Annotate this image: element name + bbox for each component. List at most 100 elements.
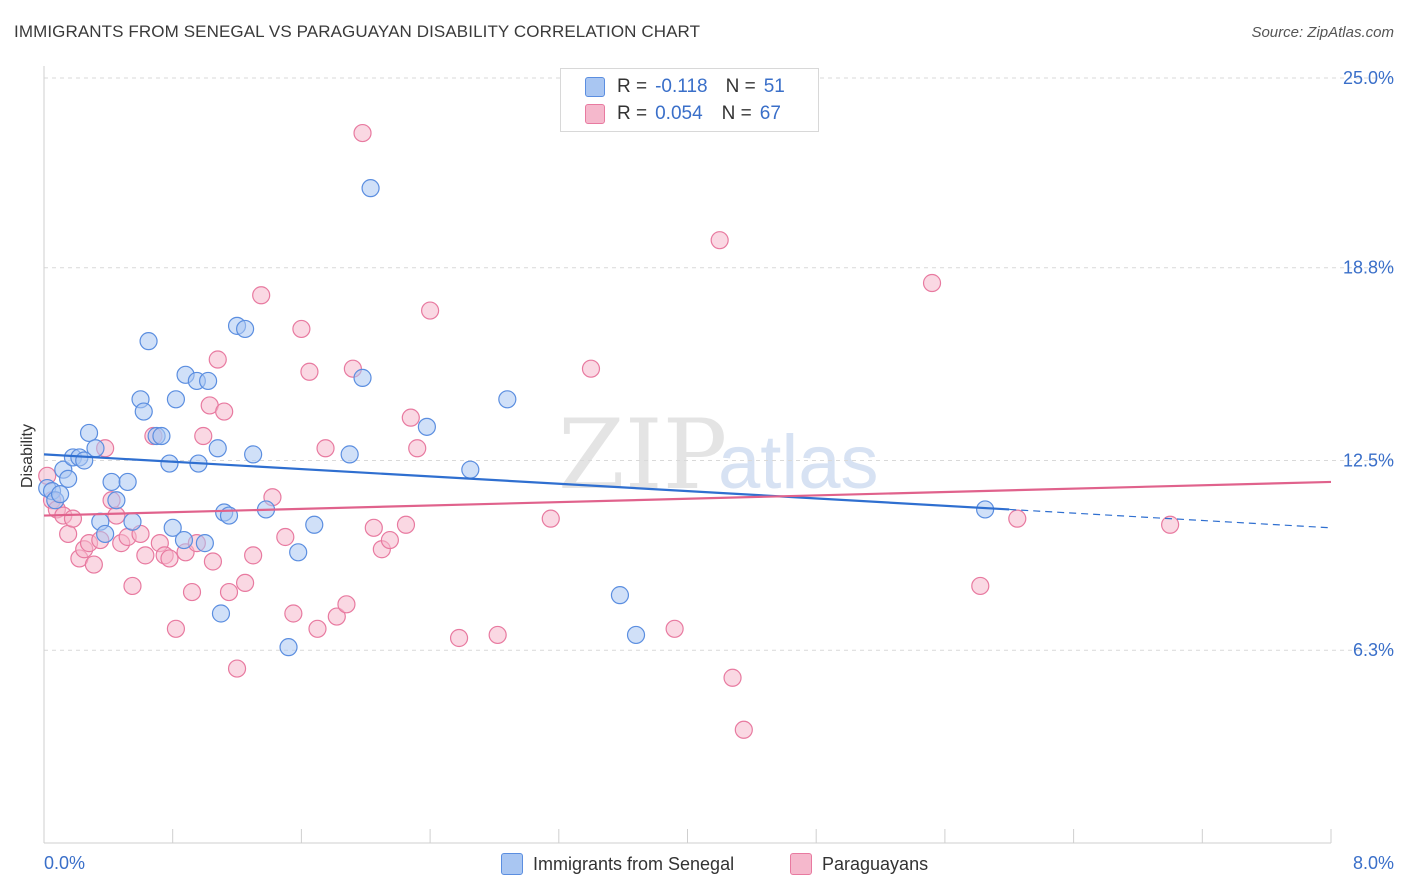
senegal-point [340,445,359,464]
paraguayans-point [337,595,356,614]
senegal-point [160,454,179,473]
paraguayans-point [284,604,303,623]
senegal-point [96,524,115,544]
y-tick-labels: 6.3% 12.5% 18.8% 25.0% [1343,68,1394,660]
paraguayans-point [63,509,83,528]
senegal-point [152,426,171,446]
senegal-point [118,472,137,492]
legend-r-value-senegal: -0.118 [655,76,708,97]
paraguayans-point [235,573,255,593]
x-tick-label-min: 0.0% [44,853,85,873]
senegal-point [75,451,94,470]
paraguayans-point [488,625,507,645]
senegal-point [361,179,380,198]
watermark-atlas: atlas [718,420,879,505]
paraguayans-point [401,408,420,427]
grid [44,77,1394,651]
paraguayans-point [364,518,383,537]
paraguayans-trend-line [43,480,1332,517]
paraguayans-point [308,619,327,638]
paraguayans-points [38,123,1180,739]
paraguayans-point [194,426,213,446]
bottom-legend-swatch-paraguayans [790,853,812,875]
paraguayans-point [136,546,155,565]
senegal-points [38,179,995,657]
legend-row-senegal: R = -0.118 N = 51 [585,75,785,99]
x-ticks [43,829,1332,843]
senegal-point [461,460,480,479]
paraguayans-point [734,720,753,739]
legend-r-value-paraguayans: 0.054 [655,103,703,124]
paraguayans-point [84,555,103,574]
senegal-point [139,332,158,351]
y-tick-label: 18.8% [1343,258,1394,278]
paraguayans-point [1008,509,1027,528]
senegal-point [353,368,372,387]
bottom-legend-label-senegal: Immigrants from Senegal [533,853,735,874]
legend-row-paraguayans: R = 0.054 N = 67 [585,102,781,126]
senegal-point [50,485,70,504]
paraguayans-point [971,576,990,596]
paraguayans-point [421,301,440,320]
paraguayans-point [710,231,729,250]
trend-lines [43,453,1332,529]
paraguayans-point [922,273,942,293]
paraguayans-point [160,549,179,568]
x-tick-label-max: 8.0% [1353,853,1394,873]
senegal-point [211,604,231,623]
paraguayans-point [276,527,295,547]
paraguayans-point [316,439,335,458]
legend-swatch-paraguayans [585,104,605,124]
legend-n-label: N = [721,103,752,124]
paraguayans-point [396,515,416,534]
senegal-point [626,625,646,645]
senegal-point [289,543,308,562]
y-tick-label: 6.3% [1353,640,1394,660]
senegal-trend-line [43,453,1010,511]
bottom-legend-label-paraguayans: Paraguayans [822,853,929,874]
paraguayans-point [227,659,247,678]
paraguayans-point [1161,515,1180,534]
senegal-point [163,518,182,537]
senegal-point [107,491,126,510]
senegal-point [610,586,630,605]
senegal-point [235,319,255,339]
senegal-point [79,423,99,443]
senegal-point [208,439,227,458]
bottom-legend-senegal: Immigrants from Senegal [501,851,734,877]
paraguayans-point [449,628,469,648]
senegal-point [305,515,324,534]
senegal-point [198,371,218,391]
paraguayans-point [353,123,372,143]
senegal-trend-extension [1009,508,1332,529]
bottom-legend-swatch-senegal [501,853,523,875]
source-label: Source: ZipAtlas.com [1251,24,1394,41]
paraguayans-point [215,402,234,421]
y-tick-label: 12.5% [1343,451,1394,471]
x-tick-labels: 0.0% 8.0% [44,853,1394,873]
senegal-point [498,390,517,409]
paraguayans-point [541,509,560,528]
legend-r-label: R = [617,76,648,97]
paraguayans-point [208,350,227,369]
paraguayans-point [300,362,319,381]
chart-title: IMMIGRANTS FROM SENEGAL VS PARAGUAYAN DI… [14,22,701,41]
senegal-point [417,417,436,436]
senegal-point [174,530,194,550]
legend-n-value-paraguayans: 67 [759,103,781,124]
legend-swatch-senegal [585,77,605,97]
paraguayans-point [59,524,78,544]
paraguayans-point [327,607,346,626]
paraguayans-point [166,619,186,638]
senegal-point [102,472,121,492]
paraguayans-point [107,506,126,525]
paraguayans-point [219,582,239,602]
paraguayans-point [123,576,142,596]
paraguayans-point [581,359,601,378]
legend-n-label: N = [725,76,756,97]
senegal-point [123,512,142,531]
paraguayans-point [252,286,271,305]
senegal-point [244,445,263,464]
paraguayans-point [408,439,427,458]
